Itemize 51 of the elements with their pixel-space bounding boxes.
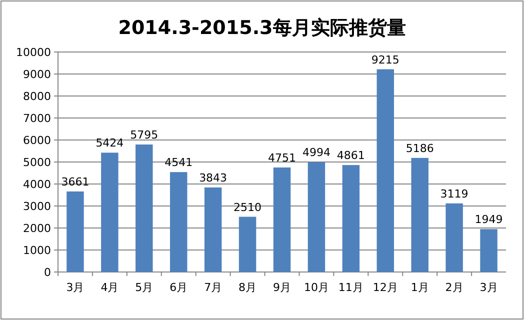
bar: [170, 172, 188, 272]
x-tick-label: 1月: [410, 281, 429, 294]
data-label: 5795: [130, 128, 158, 142]
y-tick-label: 4000: [23, 178, 51, 191]
bar: [446, 203, 463, 272]
y-tick-label: 0: [44, 266, 51, 279]
x-tick-label: 4月: [100, 281, 119, 294]
x-tick-label: 12月: [372, 281, 398, 294]
data-label: 5186: [406, 142, 434, 155]
y-tick-label: 10000: [16, 46, 51, 59]
bar: [308, 162, 326, 272]
bar: [273, 167, 291, 272]
x-tick-label: 7月: [204, 281, 222, 294]
data-label: 3843: [199, 171, 228, 184]
y-tick-label: 1000: [23, 244, 51, 257]
y-tick-label: 7000: [23, 112, 51, 125]
x-tick-label: 9月: [273, 281, 291, 294]
chart-title: 2014.3-2015.3每月实际推货量: [118, 17, 406, 39]
y-tick-label: 3000: [23, 200, 51, 213]
data-label: 9215: [371, 53, 400, 66]
data-label: 1949: [474, 213, 503, 226]
x-tick-label: 2月: [445, 281, 464, 294]
bar: [376, 69, 394, 272]
x-tick-label: 8月: [238, 281, 257, 294]
bar: [238, 216, 256, 272]
x-tick-label: 10月: [304, 281, 329, 294]
data-label: 4994: [302, 146, 330, 160]
x-tick-label: 5月: [135, 281, 154, 294]
x-tick-label: 11月: [338, 281, 364, 294]
y-tick-label: 5000: [23, 156, 51, 169]
data-label: 4861: [336, 149, 365, 162]
bar: [204, 187, 222, 272]
bar: [101, 152, 118, 272]
x-tick-label: 3月: [480, 281, 498, 294]
bar: [136, 144, 153, 272]
bar: [480, 229, 498, 272]
bar: [411, 158, 428, 272]
x-tick-label: 3月: [66, 281, 84, 294]
y-tick-label: 2000: [23, 222, 51, 235]
bar: [66, 191, 84, 272]
data-label: 2510: [234, 200, 262, 214]
data-label: 3661: [61, 175, 90, 188]
bar: [342, 165, 360, 272]
data-label: 5424: [96, 136, 124, 150]
data-label: 4541: [164, 156, 193, 170]
x-tick-label: 6月: [170, 281, 188, 294]
y-tick-label: 9000: [23, 68, 51, 81]
data-label: 4751: [268, 151, 296, 164]
y-tick-label: 8000: [23, 90, 51, 103]
y-tick-label: 6000: [23, 134, 51, 147]
data-label: 3119: [440, 187, 468, 200]
